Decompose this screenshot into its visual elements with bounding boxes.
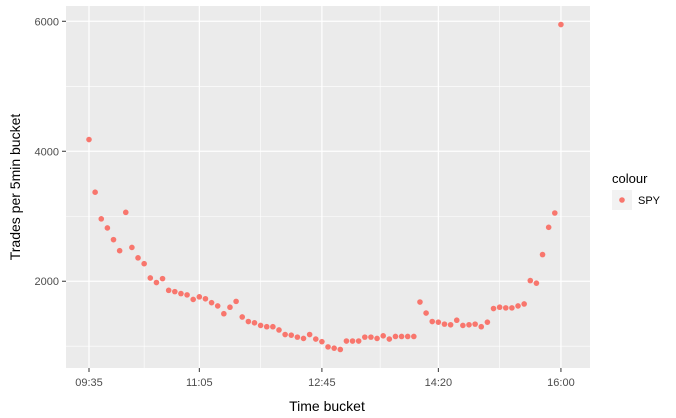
data-point: [202, 295, 209, 302]
data-point: [478, 323, 485, 330]
plot-panel: [66, 6, 590, 368]
data-point: [502, 305, 509, 311]
legend-title: colour: [612, 171, 648, 186]
data-point: [355, 338, 362, 344]
data-point: [98, 216, 105, 222]
y-axis: 2000 4000 6000: [35, 16, 66, 288]
data-point: [172, 288, 178, 295]
data-point: [239, 314, 246, 320]
x-tick-label: 12:45: [308, 377, 336, 389]
data-point: [484, 319, 491, 325]
legend-label-spy: SPY: [638, 195, 661, 207]
data-point: [86, 136, 92, 143]
data-point: [116, 247, 123, 254]
data-point: [545, 224, 552, 231]
data-point: [349, 338, 356, 344]
x-axis-title: Time bucket: [289, 398, 365, 414]
data-point: [294, 334, 301, 340]
data-point: [221, 310, 227, 317]
data-point: [251, 320, 258, 326]
data-point: [184, 292, 190, 298]
data-point: [257, 322, 264, 329]
data-point: [190, 296, 196, 303]
data-point: [368, 334, 374, 340]
data-point: [325, 344, 331, 350]
x-tick-label: 16:00: [547, 377, 575, 389]
data-point: [331, 345, 337, 351]
data-point: [276, 327, 282, 333]
data-point: [386, 336, 393, 342]
data-point: [447, 321, 454, 328]
data-point: [441, 321, 448, 327]
data-point: [147, 275, 154, 281]
data-point: [392, 333, 399, 340]
data-point: [129, 244, 135, 251]
data-point: [196, 294, 203, 300]
data-point: [509, 305, 515, 311]
data-point: [435, 319, 442, 325]
data-point: [404, 333, 411, 340]
y-axis-title: Trades per 5min bucket: [7, 114, 23, 261]
y-tick-label: 6000: [35, 16, 59, 28]
y-tick-label: 4000: [35, 146, 59, 158]
data-point: [515, 303, 521, 309]
data-point: [282, 331, 288, 338]
data-point: [122, 209, 129, 216]
data-points: [86, 21, 564, 353]
data-point: [92, 189, 98, 195]
data-point: [539, 251, 546, 258]
x-tick-label: 14:20: [425, 377, 453, 389]
data-point: [374, 335, 380, 342]
data-point: [380, 333, 386, 339]
data-point: [527, 277, 534, 284]
data-point: [558, 21, 564, 28]
legend: colour SPY: [612, 171, 661, 210]
y-tick-label: 2000: [35, 276, 59, 288]
data-point: [490, 305, 497, 312]
data-point: [153, 279, 160, 286]
data-point: [466, 321, 472, 328]
data-point: [214, 303, 221, 309]
grid-major: [66, 6, 590, 368]
data-point: [104, 225, 111, 231]
data-point: [159, 275, 166, 282]
data-point: [460, 322, 466, 329]
data-point: [135, 255, 141, 261]
data-point: [398, 333, 405, 340]
data-point: [496, 304, 503, 311]
data-point: [423, 310, 429, 316]
data-point: [263, 323, 270, 330]
data-point: [472, 321, 478, 327]
legend-swatch: [619, 197, 625, 203]
data-point: [362, 334, 368, 340]
data-point: [552, 210, 558, 216]
x-tick-label: 09:35: [75, 377, 103, 389]
data-point: [319, 338, 325, 345]
data-point: [533, 280, 540, 286]
data-point: [429, 318, 436, 325]
data-point: [453, 317, 460, 324]
data-point: [165, 287, 172, 294]
data-point: [208, 299, 215, 306]
data-point: [300, 335, 307, 342]
data-point: [233, 298, 239, 305]
data-point: [411, 333, 417, 340]
x-tick-label: 11:05: [186, 377, 213, 389]
data-point: [110, 236, 117, 243]
data-point: [312, 336, 319, 342]
data-point: [343, 338, 350, 344]
x-axis: 09:35 11:05 12:45 14:20 16:00: [75, 368, 575, 389]
data-point: [141, 260, 147, 267]
data-point: [306, 331, 313, 338]
data-point: [178, 290, 184, 297]
data-point: [521, 301, 527, 307]
data-point: [337, 346, 344, 353]
data-point: [245, 318, 252, 325]
data-point: [270, 323, 276, 330]
data-point: [227, 304, 233, 311]
data-point: [417, 299, 423, 305]
data-point: [288, 332, 295, 338]
